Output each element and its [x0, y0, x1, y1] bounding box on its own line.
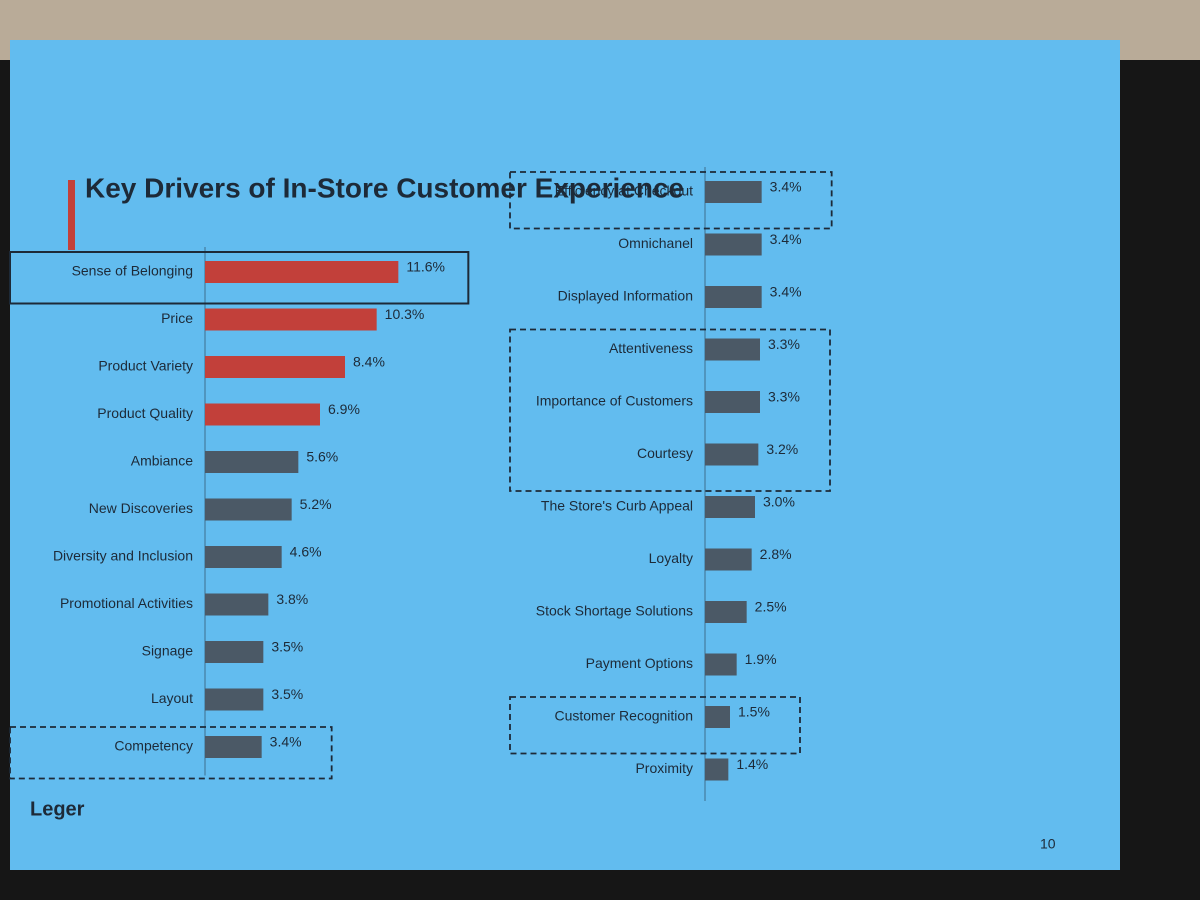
- category-label: Product Quality: [97, 405, 193, 421]
- category-label: Layout: [151, 690, 193, 706]
- value-label: 3.3%: [768, 336, 800, 352]
- category-label: Displayed Information: [558, 288, 693, 304]
- value-label: 3.4%: [770, 231, 802, 247]
- bar: [205, 688, 264, 711]
- category-label: New Discoveries: [89, 500, 193, 516]
- bar: [205, 403, 320, 426]
- bar: [205, 261, 399, 283]
- bar: [705, 758, 729, 781]
- value-label: 5.6%: [306, 449, 338, 465]
- value-label: 8.4%: [353, 354, 385, 370]
- bar: [205, 593, 269, 616]
- category-label: Diversity and Inclusion: [53, 548, 193, 564]
- category-label: Importance of Customers: [536, 393, 693, 409]
- category-label: Competency: [114, 738, 193, 754]
- slide: [10, 40, 1120, 870]
- category-label: Customer Recognition: [554, 708, 693, 724]
- bar: [705, 653, 737, 676]
- category-label: Stock Shortage Solutions: [536, 603, 693, 619]
- value-label: 3.5%: [271, 639, 303, 655]
- value-label: 6.9%: [328, 401, 360, 417]
- bar: [705, 496, 755, 518]
- value-label: 3.3%: [768, 389, 800, 405]
- bar: [705, 443, 759, 466]
- value-label: 2.5%: [755, 599, 787, 615]
- value-label: 3.4%: [770, 284, 802, 300]
- category-label: Courtesy: [637, 445, 693, 461]
- value-label: 11.6%: [406, 259, 445, 275]
- category-label: Efficiency at Checkout: [555, 183, 693, 199]
- bar: [205, 308, 377, 331]
- category-label: Payment Options: [586, 655, 693, 671]
- value-label: 4.6%: [290, 544, 322, 560]
- bar: [705, 548, 752, 571]
- value-label: 1.5%: [738, 704, 770, 720]
- category-label: Proximity: [635, 760, 693, 776]
- category-label: Promotional Activities: [60, 595, 193, 611]
- title-accent: [68, 180, 75, 250]
- value-label: 1.9%: [745, 651, 777, 667]
- category-label: The Store's Curb Appeal: [541, 498, 693, 514]
- category-label: Omnichanel: [618, 235, 693, 251]
- chart-title: Key Drivers of In-Store Customer Experie…: [85, 172, 684, 203]
- value-label: 1.4%: [736, 756, 768, 772]
- category-label: Ambiance: [131, 453, 193, 469]
- bar: [705, 338, 760, 361]
- category-label: Product Variety: [98, 358, 193, 374]
- logo: Leger: [30, 798, 85, 820]
- highlight-box: [509, 696, 801, 755]
- value-label: 10.3%: [385, 306, 425, 322]
- highlight-box: [9, 726, 333, 780]
- highlight-box: [509, 328, 831, 492]
- bar: [205, 546, 282, 568]
- value-label: 3.4%: [270, 734, 302, 750]
- bar: [205, 641, 264, 663]
- value-label: 3.5%: [271, 686, 303, 702]
- bar: [705, 181, 762, 203]
- category-label: Price: [161, 310, 193, 326]
- bar: [705, 391, 760, 413]
- value-label: 3.8%: [276, 591, 308, 607]
- highlight-box: [9, 251, 470, 305]
- value-label: 3.4%: [770, 179, 802, 195]
- category-label: Sense of Belonging: [72, 263, 193, 279]
- category-label: Signage: [142, 643, 194, 659]
- value-label: 3.2%: [766, 441, 798, 457]
- value-label: 5.2%: [300, 496, 332, 512]
- bar: [205, 498, 292, 521]
- bar: [205, 356, 345, 378]
- page-number: 10: [1040, 836, 1056, 852]
- value-label: 3.0%: [763, 494, 795, 510]
- value-label: 2.8%: [760, 546, 792, 562]
- highlight-box: [509, 171, 833, 230]
- bar: [705, 233, 762, 256]
- category-label: Loyalty: [649, 550, 693, 566]
- bar: [705, 286, 762, 308]
- bar: [205, 451, 299, 473]
- category-label: Attentiveness: [609, 340, 693, 356]
- bar: [205, 736, 262, 758]
- bar: [705, 706, 730, 728]
- bar: [705, 601, 747, 623]
